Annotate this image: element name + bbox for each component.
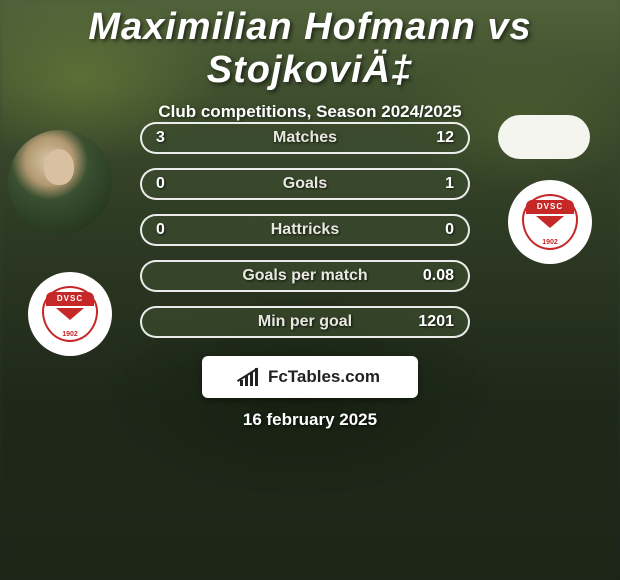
card: Maximilian Hofmann vs StojkoviÄ‡ Club co…	[0, 0, 620, 580]
dvsc-badge-icon: DVSC 1902	[42, 286, 98, 342]
stat-row-matches: 3 Matches 12	[140, 122, 470, 154]
fctables-logo-icon	[240, 368, 262, 386]
stat-label: Matches	[204, 129, 406, 147]
stat-row-goals-per-match: Goals per match 0.08	[140, 260, 470, 292]
stat-row-goals: 0 Goals 1	[140, 168, 470, 200]
brand-pill[interactable]: FcTables.com	[202, 356, 418, 398]
player2-avatar	[498, 115, 590, 159]
badge-year: 1902	[42, 331, 98, 338]
player1-team-badge: DVSC 1902	[28, 272, 112, 356]
stat-label: Min per goal	[204, 313, 406, 331]
player1-avatar	[8, 130, 112, 234]
stat-label: Hattricks	[204, 221, 406, 239]
stat-right: 0.08	[406, 267, 454, 285]
stat-row-min-per-goal: Min per goal 1201	[140, 306, 470, 338]
date-label: 16 february 2025	[0, 410, 620, 430]
stat-right: 0	[406, 221, 454, 239]
stat-label: Goals per match	[204, 267, 406, 285]
stat-left: 0	[156, 221, 204, 239]
page-title: Maximilian Hofmann vs StojkoviÄ‡	[0, 0, 620, 92]
stat-row-hattricks: 0 Hattricks 0	[140, 214, 470, 246]
badge-year: 1902	[522, 239, 578, 246]
stat-right: 1201	[406, 313, 454, 331]
stat-left: 0	[156, 175, 204, 193]
brand-text: FcTables.com	[268, 367, 380, 387]
stat-left: 3	[156, 129, 204, 147]
stats-list: 3 Matches 12 0 Goals 1 0 Hattricks 0 Goa…	[140, 122, 470, 338]
badge-abbr: DVSC	[526, 200, 574, 214]
stat-label: Goals	[204, 175, 406, 193]
stat-right: 12	[406, 129, 454, 147]
dvsc-badge-icon: DVSC 1902	[522, 194, 578, 250]
player2-team-badge: DVSC 1902	[508, 180, 592, 264]
stat-right: 1	[406, 175, 454, 193]
badge-abbr: DVSC	[46, 292, 94, 306]
